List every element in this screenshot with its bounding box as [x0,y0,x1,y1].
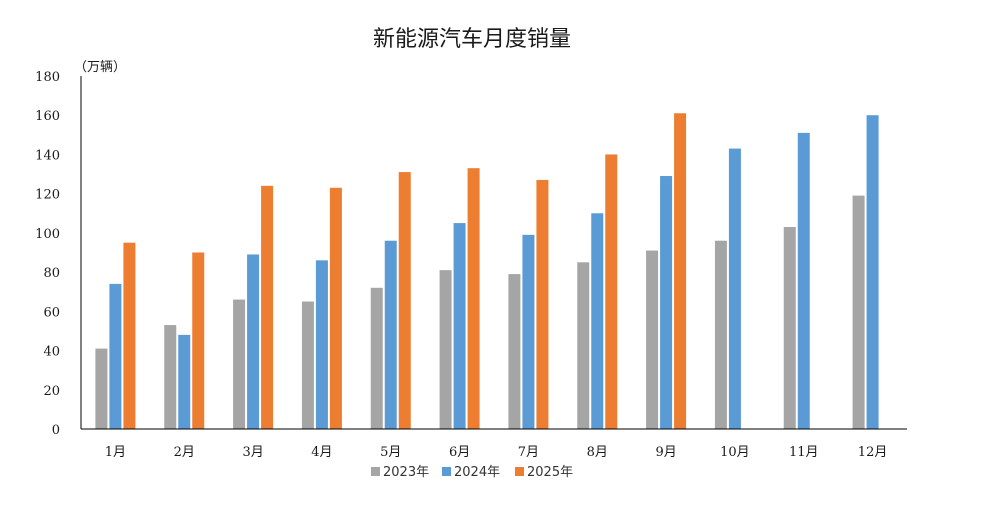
legend: 2023年 2024年 2025年 [371,465,573,480]
y-axis-unit-label: （万辆） [74,60,126,75]
legend-swatch [371,467,380,476]
bar-2025年-9月 [674,113,687,429]
y-tick-label: 60 [43,305,60,320]
chart-title: 新能源汽车月度销量 [373,27,571,52]
bar-2025年-1月 [123,242,136,429]
bar-2025年-5月 [398,172,411,429]
bar-2023年-10月 [714,240,727,429]
bar-2023年-9月 [646,250,659,429]
x-tick-label: 8月 [587,445,608,460]
bar-2024年-6月 [453,223,466,429]
bar-2023年-11月 [783,227,796,429]
x-tick-label: 12月 [858,445,888,460]
bar-2023年-4月 [301,301,314,429]
bar-2023年-3月 [233,299,246,429]
legend-label: 2023年 [383,465,429,480]
bar-2024年-3月 [247,254,260,429]
x-tick-label: 11月 [789,445,819,460]
legend-swatch [515,467,524,476]
bar-2023年-2月 [164,325,177,429]
y-tick-label: 140 [35,148,60,163]
x-tick-label: 3月 [242,445,263,460]
bar-2024年-1月 [109,283,122,429]
bar-2024年-8月 [591,213,604,429]
x-axis-labels: 1月 2月 3月 4月 5月 6月 7月 8月 9月 10月 11月 12月 [105,445,888,460]
bar-2025年-2月 [192,252,205,429]
bar-2024年-10月 [728,148,741,430]
legend-label: 2024年 [454,465,500,480]
x-tick-label: 2月 [174,445,195,460]
x-tick-label: 4月 [311,445,332,460]
bar-2024年-9月 [660,176,673,429]
y-tick-label: 80 [43,266,60,281]
x-tick-label: 5月 [380,445,401,460]
bar-2023年-6月 [439,270,452,429]
x-tick-label: 10月 [720,445,750,460]
legend-swatch [442,467,451,476]
bar-2024年-4月 [315,260,328,429]
y-tick-label: 160 [35,109,60,124]
x-tick-label: 6月 [449,445,470,460]
bar-2024年-2月 [178,334,191,429]
bar-2025年-7月 [536,179,549,429]
bar-2024年-5月 [384,240,397,429]
x-tick-label: 1月 [105,445,126,460]
bar-2023年-1月 [95,348,108,429]
legend-label: 2025年 [527,465,573,480]
y-tick-label: 120 [35,188,60,203]
y-tick-label: 100 [35,227,60,242]
bar-2025年-8月 [605,154,618,429]
y-axis-ticks: 0 20 40 60 80 100 120 140 160 180 [35,70,60,438]
y-tick-label: 20 [43,384,60,399]
y-tick-label: 0 [52,423,60,438]
bar-2023年-5月 [370,287,383,429]
bar-group [95,113,879,430]
x-tick-label: 7月 [518,445,539,460]
bar-2023年-12月 [852,195,865,429]
bar-2023年-7月 [508,274,521,429]
bar-2025年-3月 [261,185,274,429]
y-tick-label: 180 [35,70,60,85]
bar-2024年-12月 [866,115,879,429]
bar-2023年-8月 [577,262,590,429]
x-tick-label: 9月 [655,445,676,460]
bar-2025年-4月 [329,187,342,429]
bar-2024年-7月 [522,234,535,429]
bar-2025年-6月 [467,168,480,429]
bar-2024年-11月 [797,132,810,429]
y-tick-label: 40 [43,345,60,360]
